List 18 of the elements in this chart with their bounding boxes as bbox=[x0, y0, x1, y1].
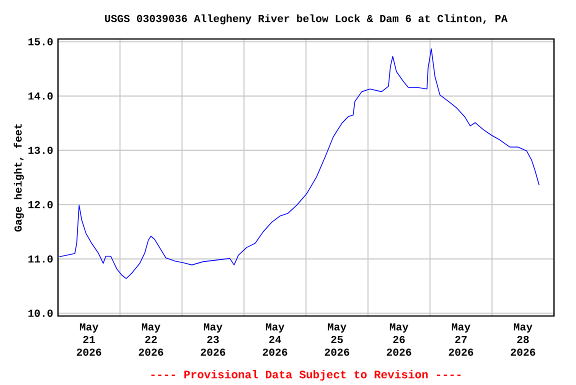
y-tick-label: 15.0 bbox=[28, 38, 53, 46]
y-tick-label: 13.0 bbox=[28, 146, 53, 154]
y-axis-title: Gage height, feet bbox=[14, 124, 24, 232]
y-tick-label: 10.0 bbox=[28, 310, 53, 317]
x-tick-label: May 24 2026 bbox=[262, 323, 288, 356]
x-tick-label: May 28 2026 bbox=[510, 323, 536, 356]
y-tick-label: 11.0 bbox=[28, 255, 53, 263]
y-tick-label: 14.0 bbox=[28, 92, 53, 100]
line-series bbox=[58, 48, 540, 279]
chart-title: USGS 03039036 Allegheny River below Lock & Dam 6 at Clinton, PA bbox=[105, 14, 508, 24]
text: ---- Provisional Data Subject to Revision ---- bbox=[151, 370, 461, 381]
y-tick-label: 12.0 bbox=[28, 201, 53, 208]
x-tick-label: May 22 2026 bbox=[138, 323, 164, 356]
x-tick-label: May 25 2026 bbox=[324, 323, 350, 356]
x-tick-label: May 23 2026 bbox=[200, 323, 226, 356]
x-tick-label: May 26 2026 bbox=[386, 323, 412, 356]
x-tick-label: May 27 2026 bbox=[448, 323, 474, 356]
x-tick-label: May 21 2026 bbox=[76, 323, 102, 356]
